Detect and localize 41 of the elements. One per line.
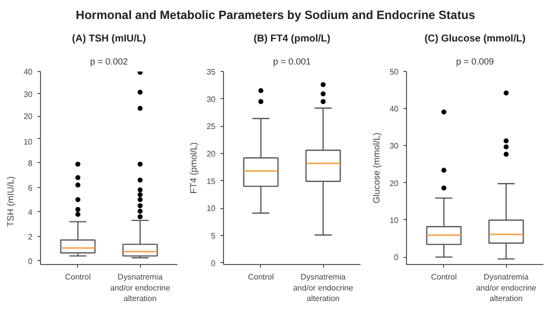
text: Hormonal and Metabolic Parameters by Sodium and Endocrine Status: [76, 8, 476, 22]
y-tick-label: 10: [390, 216, 400, 225]
x-tick-label: Control: [64, 272, 91, 282]
y-tick-label: 30: [206, 94, 216, 104]
y-tick-label: 40: [390, 104, 400, 114]
y-axis-title: Glucose (mmol/L): [372, 132, 382, 204]
y-tick-label: 10: [24, 138, 34, 146]
y-tick-label: 10: [206, 204, 216, 214]
y-tick-label: 0: [211, 258, 216, 268]
x-tick-label: Dysnatremia and/or endocrine alteration: [293, 272, 354, 304]
y-tick-label: 30: [390, 142, 400, 151]
chart-subtitle: p = 0.009: [456, 56, 494, 66]
y-tick-label: 20: [390, 178, 400, 188]
y-tick-label: 2: [28, 232, 34, 242]
y-tick-label: 6: [28, 183, 34, 192]
y-tick-label: 4: [28, 208, 34, 217]
y-tick-label: 35: [206, 68, 216, 76]
chart-title: (A) TSH (mIU/L): [72, 34, 146, 44]
chart-title: (C) Glucose (mmol/L): [424, 34, 526, 44]
y-tick-label: 20: [24, 112, 34, 122]
chart-subtitle: p = 0.001: [273, 56, 311, 66]
x-tick-label: Control: [248, 272, 274, 282]
x-tick-label: Control: [430, 272, 457, 282]
chart-title: (B) FT4 (pmol/L): [254, 34, 330, 44]
y-tick-label: 30: [24, 90, 34, 99]
y-tick-label: 20: [206, 150, 216, 159]
y-tick-label: 15: [206, 176, 216, 186]
y-axis-title: TSH (mIU/L): [6, 176, 16, 227]
y-tick-label: 50: [390, 68, 400, 76]
y-tick-label: 0: [394, 253, 400, 262]
x-tick-label: Dysnatremia and/or endocrine alteration: [110, 272, 171, 304]
point: [138, 90, 143, 95]
point: [138, 106, 143, 111]
y-tick-label: 5: [211, 232, 216, 241]
y-tick-label: 25: [206, 122, 216, 132]
y-axis-title: FT4 (pmol/L): [188, 142, 199, 194]
y-tick-label: 0: [28, 256, 34, 266]
y-tick-label: 8: [28, 158, 34, 168]
chart-subtitle: p = 0.002: [90, 56, 128, 66]
y-tick-label: 40: [24, 68, 34, 76]
x-tick-label: Dysnatremia and/or endocrine alteration: [476, 272, 537, 304]
